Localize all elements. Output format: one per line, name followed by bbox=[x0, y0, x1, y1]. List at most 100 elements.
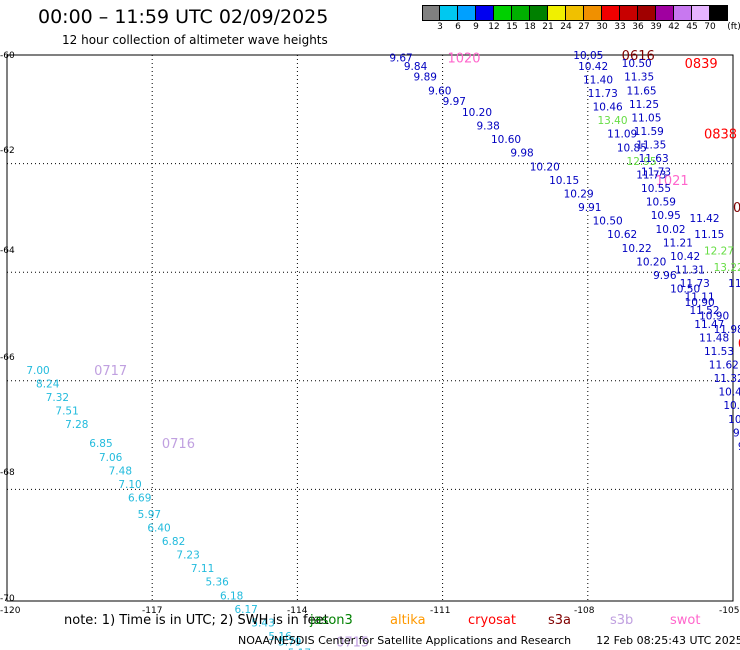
wave-height-value: 10.35 bbox=[728, 414, 740, 426]
wave-height-value: 10.95 bbox=[651, 210, 681, 222]
wave-height-value: 10.42 bbox=[670, 251, 700, 263]
color-swatch bbox=[512, 5, 530, 21]
wave-height-value: 10.02 bbox=[656, 224, 686, 236]
page-title: 00:00 – 11:59 UTC 02/09/2025 bbox=[38, 6, 329, 28]
wave-height-value: 11.52 bbox=[689, 305, 719, 317]
color-swatch bbox=[692, 5, 710, 21]
wave-height-value: 9.98 bbox=[510, 148, 533, 160]
wave-height-value: 10.50 bbox=[670, 283, 700, 295]
color-scale-label: 39 bbox=[650, 22, 662, 32]
color-swatch bbox=[422, 5, 440, 21]
wave-height-value: 6.40 bbox=[147, 522, 170, 534]
wave-height-value: 10.42 bbox=[578, 61, 608, 73]
wave-height-value: 11.98 bbox=[714, 324, 740, 336]
pass-time-label: 0715 bbox=[336, 635, 369, 650]
wave-height-value: 5.16 bbox=[268, 631, 292, 643]
wave-height-value: 7.10 bbox=[118, 479, 141, 491]
color-scale-label: 42 bbox=[668, 22, 680, 32]
color-swatch bbox=[566, 5, 584, 21]
longitude-label: -120 bbox=[0, 606, 21, 616]
wave-height-value: 11.47 bbox=[694, 319, 724, 331]
satellite-pass: 6.85 7.067.48 7.10 6.69 5.976.40 6.82 7.237.11… bbox=[89, 437, 311, 650]
credits-text: NOAA/NESDIS Center for Satellite Applica… bbox=[238, 634, 572, 647]
wave-height-value: 10.20 bbox=[462, 107, 492, 119]
satellite-pass: 1021 bbox=[656, 174, 689, 189]
color-scale-label: 27 bbox=[578, 22, 590, 32]
satellite-pass: 0715 bbox=[336, 635, 369, 650]
wave-height-value: 11.31 bbox=[675, 264, 705, 276]
wave-height-value: 11.09 bbox=[607, 129, 637, 141]
latitude-label: -60 bbox=[0, 51, 15, 61]
wave-height-value: 10.20 bbox=[636, 256, 666, 268]
page-subtitle: 12 hour collection of altimeter wave hei… bbox=[62, 33, 328, 47]
color-swatch bbox=[440, 5, 458, 21]
pass-time-label: 0838 bbox=[704, 128, 737, 143]
wave-height-value: 11.73 bbox=[680, 278, 710, 290]
wave-height-value: 10.55 bbox=[641, 183, 671, 195]
wave-height-value: 9.89 bbox=[414, 72, 437, 84]
wave-height-value: 10.22 bbox=[622, 243, 652, 255]
satellite-pass: 0838 bbox=[704, 128, 737, 143]
wave-height-value: 9.67 bbox=[389, 53, 412, 65]
wave-height-value: 5.17 bbox=[288, 647, 311, 650]
credits-line: NOAA/NESDIS Center for Satellite Applica… bbox=[238, 634, 740, 647]
wave-height-value: 10.05 bbox=[573, 50, 603, 62]
wave-height-value: 11.65 bbox=[627, 85, 657, 97]
pass-time-label: 1020 bbox=[447, 52, 480, 67]
color-swatch bbox=[530, 5, 548, 21]
wave-height-value: 6.69 bbox=[128, 493, 151, 505]
color-swatch bbox=[602, 5, 620, 21]
color-swatch bbox=[476, 5, 494, 21]
wave-height-value: 6.17 bbox=[234, 604, 257, 616]
wave-height-value: 11.15 bbox=[694, 229, 724, 241]
pass-time-label: 0717 bbox=[94, 364, 127, 379]
color-swatch bbox=[674, 5, 692, 21]
wave-height-value: 9.84 bbox=[404, 61, 428, 73]
wave-height-value: 6.85 bbox=[89, 438, 112, 450]
color-scale-label: 24 bbox=[560, 22, 572, 32]
wave-height-value: 10.42 bbox=[718, 387, 740, 399]
footer-note: note: 1) Time is in UTC; 2) SWH is in fe… bbox=[64, 613, 329, 628]
color-swatch bbox=[638, 5, 656, 21]
color-scale-label: 3 bbox=[437, 22, 443, 32]
wave-height-value: 11.59 bbox=[634, 126, 664, 138]
color-scale-label: 15 bbox=[506, 22, 518, 32]
wave-height-value: 7.28 bbox=[65, 419, 88, 431]
wave-height-value: 7.11 bbox=[191, 563, 214, 575]
color-swatch bbox=[458, 5, 476, 21]
wave-height-value: 5.36 bbox=[205, 577, 229, 589]
color-scale-label: 33 bbox=[614, 22, 626, 32]
color-scale-unit: (ft) bbox=[727, 22, 740, 32]
wave-height-value: 13.40 bbox=[597, 115, 627, 127]
wave-height-value: 11.62 bbox=[709, 360, 739, 372]
longitude-label: -108 bbox=[574, 606, 595, 616]
wave-height-value: 11.48 bbox=[699, 332, 729, 344]
wave-height-value: 10.85 bbox=[617, 142, 647, 154]
latitude-label: -68 bbox=[0, 468, 15, 478]
latitude-label: -66 bbox=[0, 353, 15, 363]
satellite-pass: 0837 bbox=[738, 337, 740, 352]
satellite-legend-s3a: s3a bbox=[548, 613, 572, 628]
color-swatch bbox=[584, 5, 602, 21]
wave-height-value: 7.00 bbox=[26, 365, 49, 377]
color-swatch bbox=[620, 5, 638, 21]
generated-timestamp: 12 Feb 08:25:43 UTC 2025 bbox=[596, 634, 740, 647]
satellite-pass: 7.00 8.247.32 7.517.28 0717 bbox=[26, 364, 127, 431]
graticule bbox=[7, 55, 733, 600]
color-bar-outline bbox=[422, 5, 728, 21]
wave-height-value: 10.62 bbox=[607, 229, 637, 241]
wave-height-value: 11.42 bbox=[689, 213, 719, 225]
wave-height-value: 6.18 bbox=[220, 590, 243, 602]
wave-height-value: 11.32 bbox=[714, 373, 740, 385]
pass-time-label: 0615 bbox=[733, 201, 740, 216]
satellite-legend-altika: altika bbox=[390, 613, 426, 628]
color-swatch bbox=[494, 5, 512, 21]
wave-height-value: 5.43 bbox=[251, 617, 274, 629]
longitude-label: -105 bbox=[719, 606, 739, 616]
longitude-label: -111 bbox=[430, 606, 450, 616]
wave-height-value: 11.53 bbox=[704, 346, 734, 358]
color-scale-label: 36 bbox=[632, 22, 644, 32]
wave-height-value: 11.35 bbox=[624, 72, 654, 84]
wave-height-value: 9.91 bbox=[578, 202, 601, 214]
